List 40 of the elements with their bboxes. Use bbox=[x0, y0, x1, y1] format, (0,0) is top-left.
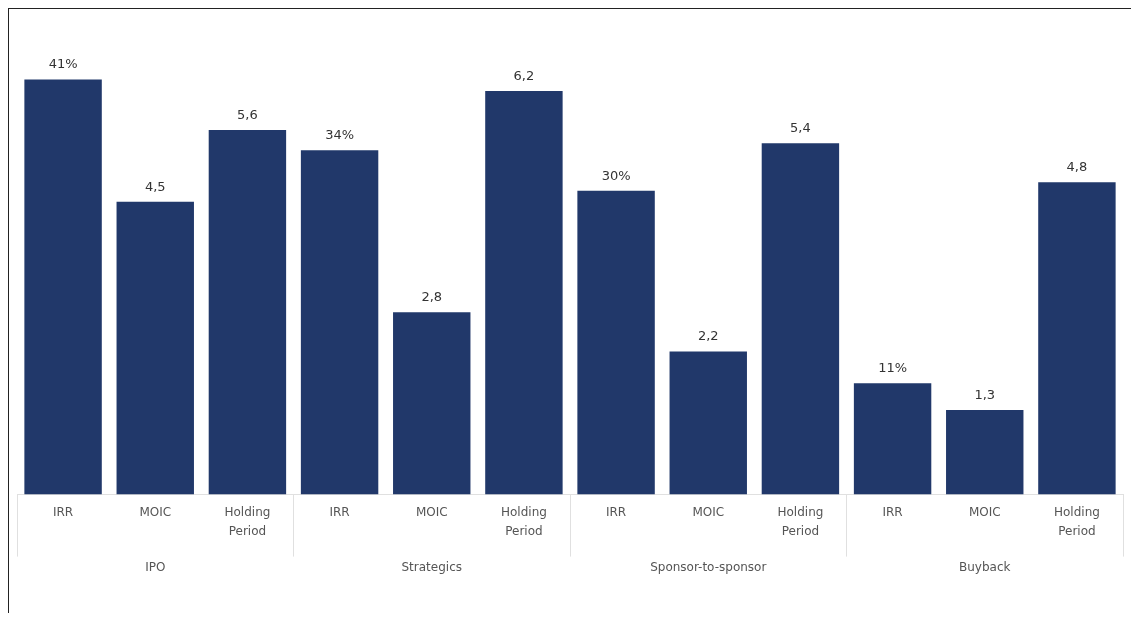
text: Holding Period bbox=[777, 504, 824, 538]
x-tick-label: Buyback bbox=[959, 559, 1011, 574]
bar bbox=[24, 79, 102, 495]
series-label: IRR bbox=[52, 504, 74, 519]
bar bbox=[485, 91, 563, 495]
data-label: 4,5 bbox=[144, 178, 166, 194]
text: IRR bbox=[882, 504, 903, 519]
data-label: 11% bbox=[878, 360, 908, 376]
text: MOIC bbox=[968, 504, 1001, 519]
x-tick-label: Sponsor-to-sponsor bbox=[650, 559, 767, 574]
bar bbox=[208, 130, 287, 495]
data-label: 5,6 bbox=[237, 107, 258, 122]
data-label: 41% bbox=[48, 56, 78, 72]
bar bbox=[761, 143, 840, 495]
text: IRR bbox=[329, 504, 350, 519]
text: Holding Period bbox=[500, 504, 547, 538]
data-label: 2,2 bbox=[697, 328, 719, 344]
data-label: 30% bbox=[601, 167, 631, 183]
text: Holding Period bbox=[1053, 504, 1100, 538]
bar bbox=[300, 150, 379, 495]
bar bbox=[1038, 182, 1116, 495]
data-label: 1,3 bbox=[974, 386, 996, 402]
x-tick-label: Strategics bbox=[401, 559, 462, 574]
text: MOIC bbox=[415, 504, 448, 519]
series-label: Holding Period bbox=[224, 504, 271, 538]
data-label: 4,8 bbox=[1066, 159, 1088, 175]
bar bbox=[577, 190, 655, 495]
data-label: 6,2 bbox=[513, 67, 535, 83]
bar bbox=[393, 312, 471, 495]
data-label: 2,8 bbox=[421, 289, 443, 305]
x-tick-label: IPO bbox=[145, 559, 166, 574]
bar bbox=[669, 351, 747, 495]
text: MOIC bbox=[692, 504, 725, 519]
text: IRR bbox=[605, 504, 627, 519]
bar bbox=[116, 201, 194, 495]
bar bbox=[853, 383, 932, 495]
data-label: 5,4 bbox=[790, 120, 811, 136]
bar bbox=[946, 409, 1024, 495]
series-label: MOIC bbox=[139, 504, 172, 519]
data-label: 34% bbox=[325, 127, 355, 143]
